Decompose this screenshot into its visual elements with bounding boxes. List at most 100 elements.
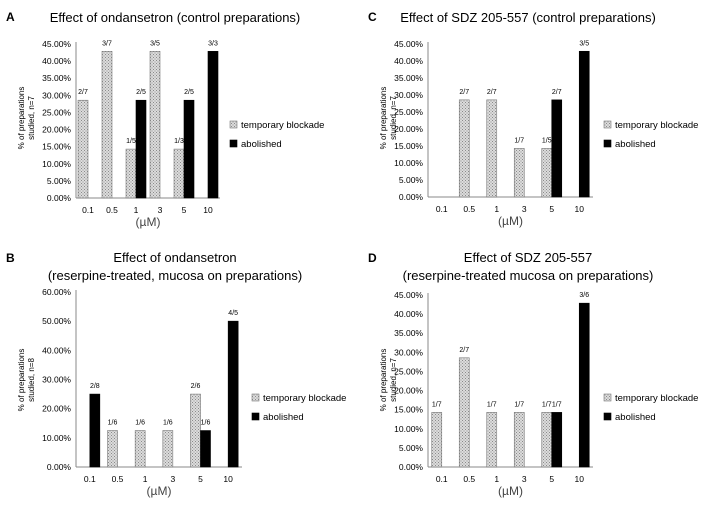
bar-temporary: [513, 148, 525, 198]
y-axis-label: % of preparations: [17, 349, 26, 412]
y-tick-label: 0.00%: [47, 462, 72, 472]
y-tick-label: 40.00%: [394, 56, 423, 66]
x-tick-label: 10: [223, 474, 233, 484]
data-label: 1/6: [108, 420, 118, 427]
y-axis-label: studied, n=7: [389, 358, 398, 402]
data-label: 1/5: [126, 138, 136, 145]
data-label: 2/7: [552, 89, 562, 96]
panel-label: C: [368, 10, 377, 24]
y-axis-label: studied, n=7: [27, 96, 36, 140]
x-tick-label: 0.1: [436, 204, 448, 214]
y-axis-label: % of preparations: [379, 87, 388, 150]
bar-temporary: [173, 148, 185, 199]
y-tick-label: 35.00%: [394, 328, 423, 338]
x-tick-label: 10: [203, 205, 213, 215]
y-tick-label: 40.00%: [42, 56, 71, 66]
bar-temporary: [149, 51, 161, 199]
chart-title: (reserpine-treated mucosa on preparation…: [403, 268, 654, 283]
bar-temporary: [134, 430, 146, 468]
bar-temporary: [101, 51, 113, 199]
y-tick-label: 45.00%: [394, 39, 423, 49]
data-label: 3/6: [579, 292, 589, 299]
data-label: 4/5: [228, 310, 238, 317]
x-tick-label: 5: [549, 204, 554, 214]
bar-temporary: [513, 412, 525, 468]
x-tick-label: 3: [522, 204, 527, 214]
x-tick-label: 0.5: [106, 205, 118, 215]
data-label: 1/7: [514, 401, 524, 408]
y-tick-label: 60.00%: [42, 287, 71, 297]
x-tick-label: 1: [134, 205, 139, 215]
bar-abolished: [227, 320, 239, 468]
data-label: 3/5: [150, 40, 160, 47]
bar-abolished: [207, 51, 219, 199]
chart-title: Effect of ondansetron (control preparati…: [50, 10, 301, 25]
x-tick-label: 0.5: [463, 204, 475, 214]
y-tick-label: 45.00%: [394, 290, 423, 300]
y-tick-label: 10.00%: [42, 159, 71, 169]
x-tick-label: 5: [182, 205, 187, 215]
x-tick-label: 5: [549, 474, 554, 484]
legend-swatch: [229, 139, 238, 148]
legend-entry: abolished: [615, 139, 656, 150]
y-tick-label: 35.00%: [42, 73, 71, 83]
data-label: 1/7: [552, 401, 562, 408]
bar-temporary: [162, 430, 174, 468]
y-tick-label: 30.00%: [42, 375, 71, 385]
data-label: 1/3: [174, 138, 184, 145]
panel-c: C Effect of SDZ 205-557 (control preparat…: [368, 10, 698, 228]
legend-entry: abolished: [241, 139, 282, 150]
bar-abolished: [183, 99, 195, 199]
x-tick-label: 1: [494, 204, 499, 214]
bar-abolished: [578, 50, 590, 198]
panel-label: A: [6, 10, 15, 24]
y-tick-label: 10.00%: [42, 433, 71, 443]
y-tick-label: 10.00%: [394, 424, 423, 434]
legend-entry: temporary blockade: [615, 120, 698, 131]
legend-swatch: [251, 412, 260, 421]
data-label: 2/7: [487, 89, 497, 96]
y-axis-label: studied, n=7: [389, 96, 398, 140]
legend-swatch: [229, 120, 238, 129]
x-tick-label: 3: [158, 205, 163, 215]
x-tick-label: 10: [575, 474, 585, 484]
legend-entry: abolished: [263, 412, 304, 423]
bar-temporary: [486, 412, 498, 468]
bar-temporary: [190, 393, 201, 468]
y-tick-label: 30.00%: [394, 347, 423, 357]
y-tick-label: 15.00%: [394, 141, 423, 151]
bar-temporary: [486, 99, 498, 198]
y-tick-label: 50.00%: [42, 316, 71, 326]
bar-temporary: [541, 412, 553, 468]
data-label: 1/6: [163, 420, 173, 427]
y-tick-label: 5.00%: [399, 443, 424, 453]
x-tick-label: 0.1: [84, 474, 96, 484]
x-tick-label: 3: [522, 474, 527, 484]
legend-entry: temporary blockade: [241, 120, 324, 131]
y-tick-label: 15.00%: [394, 405, 423, 415]
legend-entry: temporary blockade: [263, 393, 346, 404]
bar-temporary: [541, 148, 553, 198]
data-label: 1/7: [487, 401, 497, 408]
legend-entry: temporary blockade: [615, 393, 698, 404]
x-axis-label: (µM): [498, 214, 523, 228]
panel-label: B: [6, 251, 15, 265]
x-axis-label: (µM): [498, 484, 523, 498]
bar-temporary: [431, 412, 443, 468]
y-axis-label: studied, n=8: [27, 358, 36, 402]
y-tick-label: 0.00%: [399, 192, 424, 202]
bar-abolished: [551, 412, 563, 468]
bar-abolished: [135, 99, 147, 199]
legend-entry: abolished: [615, 412, 656, 423]
y-tick-label: 35.00%: [394, 73, 423, 83]
x-tick-label: 0.5: [463, 474, 475, 484]
x-tick-label: 1: [494, 474, 499, 484]
y-tick-label: 10.00%: [394, 158, 423, 168]
x-tick-label: 0.5: [112, 474, 124, 484]
panel-a: A Effect of ondansetron (control preparat…: [6, 10, 324, 229]
y-tick-label: 25.00%: [394, 107, 423, 117]
bar-temporary: [107, 430, 118, 468]
y-tick-label: 15.00%: [42, 142, 71, 152]
data-label: 1/6: [135, 420, 145, 427]
